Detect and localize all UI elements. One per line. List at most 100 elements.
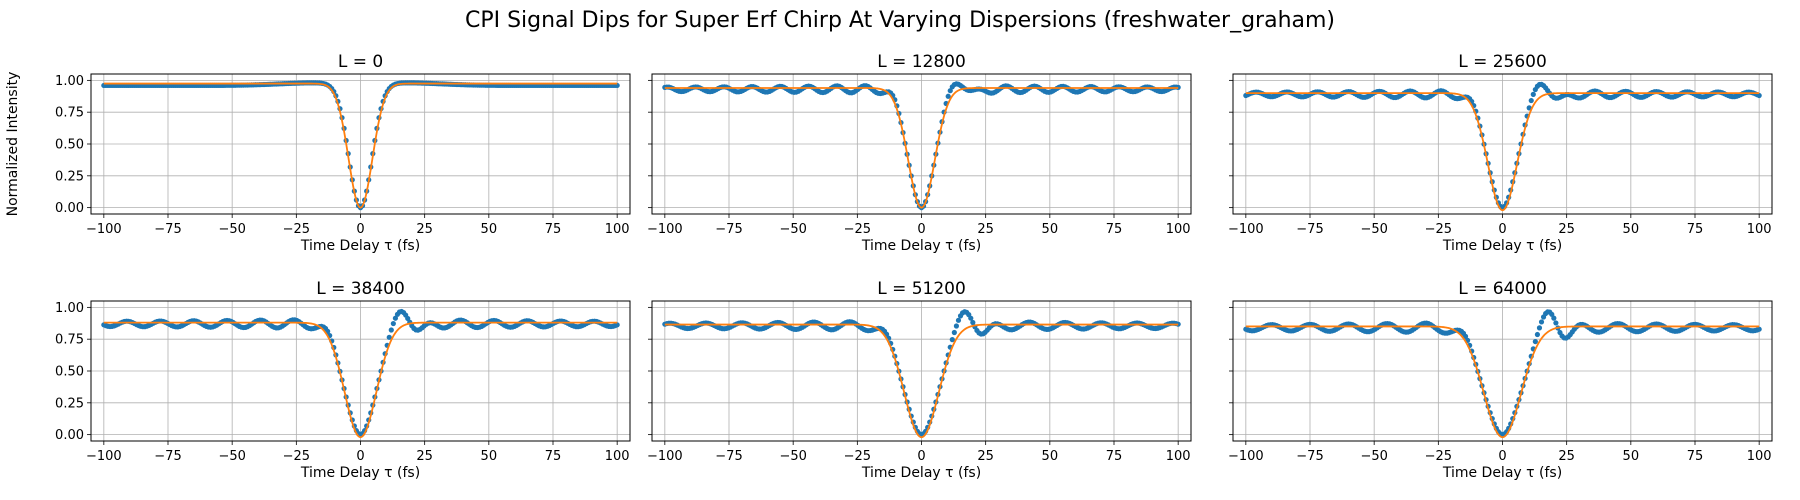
subplot-title: L = 38400 <box>316 279 405 299</box>
x-tick-label: 25 <box>977 449 994 464</box>
x-tick-label: −25 <box>844 449 871 464</box>
x-tick-label: −100 <box>647 449 683 464</box>
subplot-title: L = 0 <box>338 52 383 72</box>
data-point <box>1526 105 1532 111</box>
data-point <box>390 320 396 327</box>
data-point <box>386 334 392 340</box>
x-tick-label: −75 <box>715 449 742 464</box>
x-axis-label: Time Delay τ (fs) <box>1442 238 1562 254</box>
data-point <box>1536 325 1543 331</box>
x-tick-label: 50 <box>1623 222 1640 237</box>
subplot-5: −100 −75 −50 −25 0 25 50 75 100 L = 51200 Time Del… <box>647 279 1192 481</box>
y-tick-label: 0.50 <box>55 365 84 380</box>
data-point <box>951 329 957 336</box>
x-axis-label: Time Delay τ (fs) <box>1442 465 1562 481</box>
x-tick-label: 50 <box>1623 449 1640 464</box>
subplot-6: −100 −75 −50 −25 0 25 50 75 100 L = 64000 Time Del… <box>1228 279 1773 481</box>
x-axis-label: Time Delay τ (fs) <box>300 238 420 254</box>
x-tick-label: 100 <box>1747 222 1772 237</box>
x-tick-label: 25 <box>416 449 433 464</box>
data-point <box>1532 338 1538 345</box>
y-tick-label: 0.75 <box>55 106 84 121</box>
x-tick-label: 0 <box>917 449 925 464</box>
fit-line <box>664 87 1179 209</box>
x-tick-label: −25 <box>1425 449 1452 464</box>
data-point <box>953 323 960 329</box>
fit-line <box>1245 325 1760 439</box>
plot-area <box>101 308 620 439</box>
x-tick-label: −25 <box>844 222 871 237</box>
fit-line <box>664 323 1179 439</box>
x-tick-label: 25 <box>1558 222 1575 237</box>
y-axis-label: Normalized Intensity <box>5 72 21 217</box>
data-point <box>1756 92 1762 99</box>
x-tick-label: 100 <box>1166 449 1191 464</box>
subplot-title: L = 64000 <box>1458 279 1547 299</box>
data-point <box>955 317 962 323</box>
x-tick-label: −50 <box>218 222 245 237</box>
subplot-4: −100 −75 −50 −25 0 25 50 75 100 0.00 0.25 0.50 0.75 1… <box>55 279 631 481</box>
x-tick-label: −75 <box>715 222 742 237</box>
x-axis-label: Time Delay τ (fs) <box>861 238 981 254</box>
data-point <box>1462 333 1469 339</box>
data-point <box>1528 97 1534 104</box>
x-tick-label: −50 <box>1360 222 1387 237</box>
data-point <box>949 337 955 343</box>
data-point <box>1534 331 1541 338</box>
y-tick-label: 0.25 <box>55 169 84 184</box>
x-tick-label: −50 <box>1360 449 1387 464</box>
x-tick-label: 0 <box>356 222 364 237</box>
x-tick-label: 0 <box>1498 449 1506 464</box>
x-tick-label: −75 <box>154 449 181 464</box>
x-tick-label: 100 <box>1747 449 1772 464</box>
x-tick-label: 75 <box>545 449 562 464</box>
x-tick-label: 25 <box>977 222 994 237</box>
subplot-title: L = 51200 <box>877 279 966 299</box>
x-tick-label: −25 <box>283 449 310 464</box>
x-tick-label: 100 <box>605 449 630 464</box>
plot-area <box>662 81 1181 211</box>
y-tick-label: 0.00 <box>55 428 84 443</box>
x-tick-label: 50 <box>1042 222 1059 237</box>
plot-area <box>1243 81 1762 212</box>
fit-line <box>103 82 618 209</box>
data-point <box>945 93 951 99</box>
data-point <box>392 315 399 321</box>
subplot-grid: −100 −75 −50 −25 0 25 50 75 100 0.00 0.25 0.50 0.75 1… <box>5 52 1773 481</box>
x-tick-label: 0 <box>917 222 925 237</box>
fit-line <box>103 321 618 439</box>
data-point <box>388 327 394 333</box>
y-tick-label: 0.25 <box>55 396 84 411</box>
x-axis-label: Time Delay τ (fs) <box>861 465 981 481</box>
x-tick-label: −50 <box>218 449 245 464</box>
data-point <box>968 315 974 321</box>
data-point <box>1538 319 1545 325</box>
fit-line <box>1245 92 1760 212</box>
x-axis-label: Time Delay τ (fs) <box>300 465 420 481</box>
x-tick-label: −50 <box>779 449 806 464</box>
x-tick-label: −25 <box>1425 222 1452 237</box>
y-tick-label: 0.00 <box>55 201 84 216</box>
x-tick-label: 50 <box>1042 449 1059 464</box>
x-tick-label: −75 <box>154 222 181 237</box>
x-tick-label: 75 <box>1106 222 1123 237</box>
x-tick-label: −75 <box>1296 222 1323 237</box>
data-point <box>1551 315 1557 321</box>
x-tick-label: 75 <box>545 222 562 237</box>
y-tick-label: 0.75 <box>55 333 84 348</box>
figure-title: CPI Signal Dips for Super Erf Chirp At V… <box>465 8 1335 33</box>
x-tick-label: −25 <box>283 222 310 237</box>
subplot-2: −100 −75 −50 −25 0 25 50 75 100 L = 12800 Time Del… <box>647 52 1192 254</box>
subplot-title: L = 25600 <box>1458 52 1547 72</box>
x-tick-label: 75 <box>1106 449 1123 464</box>
x-tick-label: −100 <box>86 449 122 464</box>
data-point <box>1553 320 1559 326</box>
x-tick-label: 75 <box>1687 222 1704 237</box>
plot-area <box>662 309 1181 439</box>
x-tick-label: −50 <box>779 222 806 237</box>
plot-area <box>101 80 620 211</box>
data-point <box>947 88 953 94</box>
data-point <box>970 319 976 326</box>
y-tick-label: 1.00 <box>55 74 84 89</box>
